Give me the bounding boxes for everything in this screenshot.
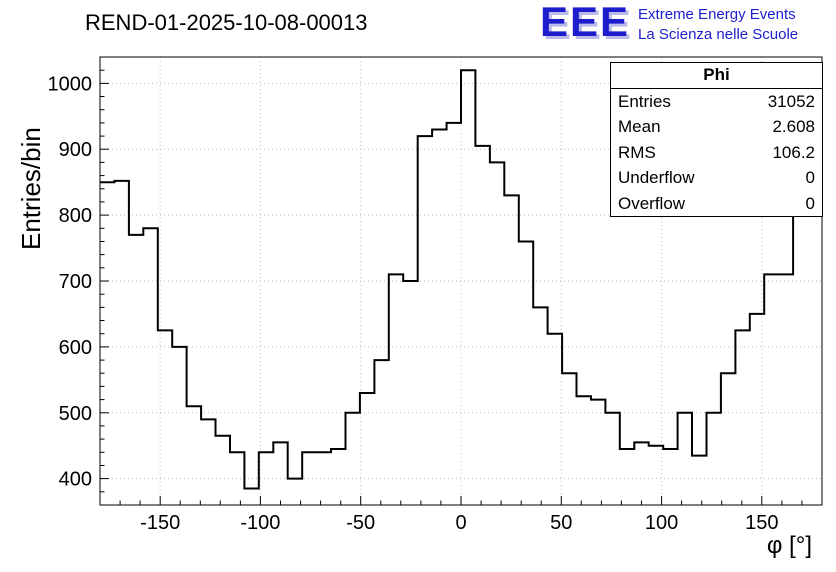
eee-logo-line2: La Scienza nelle Scuole (638, 26, 799, 44)
x-tick-label: 0 (455, 512, 466, 534)
stat-label: RMS (618, 142, 656, 162)
stats-row-overflow: Overflow 0 (611, 191, 822, 216)
stat-value: 31052 (767, 92, 815, 111)
stat-value: 106.2 (772, 142, 815, 162)
stat-value: 0 (805, 193, 815, 213)
eee-logo: EEE Extreme Energy Events La Scienza nel… (540, 0, 798, 46)
stat-label: Overflow (618, 193, 686, 213)
eee-logo-icon: EEE (540, 0, 631, 45)
eee-logo-line1: Extreme Energy Events (638, 6, 796, 23)
y-tick-label: 700 (59, 271, 92, 293)
y-tick-label: 400 (59, 469, 92, 491)
y-tick-label: 500 (59, 403, 92, 425)
stats-row-mean: Mean 2.608 (611, 114, 822, 139)
stat-label: Entries (618, 92, 671, 111)
y-tick-label: 900 (59, 139, 92, 161)
histogram-line (100, 69, 822, 490)
stat-value: 2.608 (772, 117, 815, 137)
y-tick-label: 800 (59, 205, 92, 227)
x-tick-label: -100 (240, 512, 280, 534)
stats-row-rms: RMS 106.2 (611, 140, 822, 165)
y-tick-label: 600 (59, 337, 92, 359)
x-tick-label: 100 (645, 512, 678, 534)
y-axis-title: Entries/bin (16, 127, 46, 250)
x-axis-title: φ [°] (766, 532, 812, 559)
plot-title: REND-01-2025-10-08-00013 (85, 10, 368, 35)
x-tick-label: 150 (745, 512, 778, 534)
x-tick-label: 50 (550, 512, 572, 534)
stats-row-underflow: Underflow 0 (611, 165, 822, 190)
x-tick-label: -50 (346, 512, 375, 534)
stat-label: Mean (618, 117, 661, 137)
x-tick-label: -150 (140, 512, 180, 534)
stat-label: Underflow (618, 168, 695, 188)
y-tick-label: 1000 (48, 73, 93, 95)
stat-value: 0 (805, 168, 815, 188)
stats-row-entries: Entries 31052 (611, 89, 822, 114)
stats-box: Phi Entries 31052 Mean 2.608 RMS 106.2 U… (610, 62, 823, 218)
eee-logo-lines: Extreme Energy Events La Scienza nelle S… (638, 2, 798, 46)
stats-box-title: Phi (611, 63, 822, 89)
